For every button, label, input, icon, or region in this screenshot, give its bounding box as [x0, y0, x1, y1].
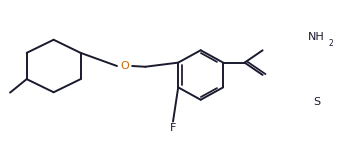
Text: O: O [120, 61, 129, 71]
Text: NH: NH [308, 33, 325, 42]
Text: F: F [170, 123, 176, 133]
Text: 2: 2 [328, 39, 333, 48]
Text: S: S [313, 97, 320, 107]
